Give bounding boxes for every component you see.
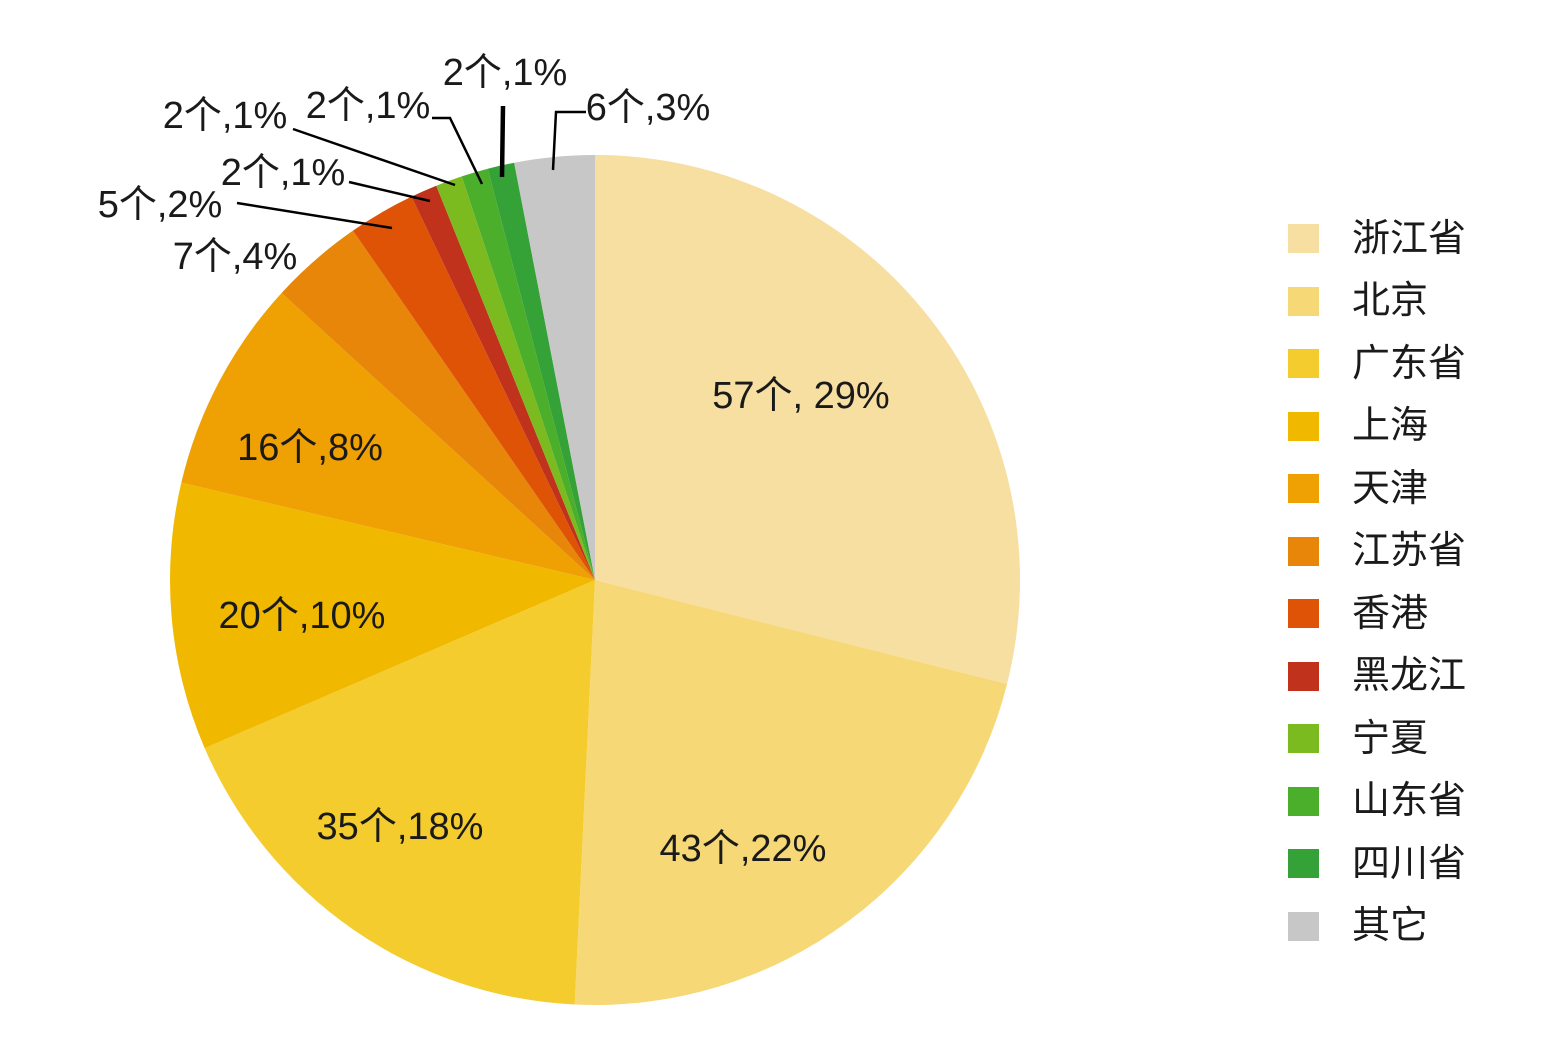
callout-line-other bbox=[551, 110, 586, 171]
slice-label-tianjin: 16个,8% bbox=[237, 427, 383, 469]
pie-slice-ningxia bbox=[436, 176, 595, 580]
pie-slice-jiangsu bbox=[281, 230, 595, 580]
slice-label-heilongjiang: 2个,1% bbox=[221, 152, 346, 194]
legend-label-hongkong: 香港 bbox=[1352, 592, 1429, 635]
pie-slice-beijing bbox=[574, 580, 1008, 1005]
legend-item-ningxia: 宁夏 bbox=[1288, 717, 1466, 760]
legend-item-shandong: 山东省 bbox=[1288, 780, 1467, 822]
legend-swatch-guangdong bbox=[1288, 349, 1319, 378]
slice-label-beijing: 43个,22% bbox=[660, 828, 827, 870]
legend-item-zhejiang: 浙江省 bbox=[1288, 217, 1467, 260]
legend-swatch-other bbox=[1288, 911, 1319, 941]
legend-swatch-shandong bbox=[1288, 786, 1319, 816]
legend-swatch-shanghai bbox=[1288, 411, 1319, 441]
legend-swatch-beijing bbox=[1288, 286, 1319, 316]
legend-swatch-ningxia bbox=[1288, 724, 1319, 753]
legend-item-other: 其它 bbox=[1288, 905, 1466, 947]
pie-slice-shanghai bbox=[170, 482, 595, 749]
pie-slice-shandong bbox=[461, 168, 595, 580]
legend-swatch-heilongjiang bbox=[1288, 661, 1319, 691]
slice-label-shanghai: 20个,10% bbox=[219, 595, 386, 637]
legend-label-other: 其它 bbox=[1352, 905, 1429, 947]
pie-slice-sichuan bbox=[487, 162, 595, 580]
legend-swatch-zhejiang bbox=[1288, 224, 1319, 253]
legend-label-shanghai: 上海 bbox=[1352, 405, 1429, 447]
legend-label-jiangsu: 江苏省 bbox=[1352, 530, 1467, 572]
slice-label-shandong: 2个,1% bbox=[306, 85, 431, 127]
legend: 浙江省北京广东省上海天津江苏省香港黑龙江宁夏山东省四川省其它 bbox=[1288, 217, 1467, 972]
pie-slice-hongkong bbox=[352, 196, 595, 581]
pie-slice-other bbox=[514, 155, 595, 580]
slice-label-zhejiang: 57个, 29% bbox=[712, 375, 889, 417]
slice-label-jiangsu: 7个,4% bbox=[173, 236, 298, 278]
legend-item-beijing: 北京 bbox=[1288, 280, 1466, 322]
legend-label-guangdong: 广东省 bbox=[1352, 342, 1467, 385]
legend-label-heilongjiang: 黑龙江 bbox=[1352, 655, 1467, 697]
callout-line-shandong bbox=[432, 116, 484, 185]
callout-line-sichuan bbox=[499, 105, 506, 178]
pie-slice-tianjin bbox=[181, 292, 595, 580]
legend-item-hongkong: 香港 bbox=[1288, 592, 1466, 635]
legend-item-jiangsu: 江苏省 bbox=[1288, 530, 1467, 572]
callout-line-hongkong bbox=[236, 201, 393, 230]
legend-label-tianjin: 天津 bbox=[1352, 467, 1429, 510]
legend-item-tianjin: 天津 bbox=[1288, 467, 1466, 510]
pie-slice-heilongjiang bbox=[411, 185, 595, 580]
slice-label-sichuan: 2个,1% bbox=[443, 52, 568, 94]
legend-label-sichuan: 四川省 bbox=[1352, 842, 1467, 885]
legend-swatch-tianjin bbox=[1288, 474, 1319, 503]
pie-slice-zhejiang bbox=[595, 155, 1020, 684]
legend-swatch-sichuan bbox=[1288, 849, 1319, 878]
slice-label-other: 6个,3% bbox=[586, 87, 711, 129]
slice-label-guangdong: 35个,18% bbox=[317, 806, 484, 848]
legend-label-beijing: 北京 bbox=[1352, 280, 1429, 322]
legend-swatch-hongkong bbox=[1288, 599, 1319, 628]
legend-swatch-jiangsu bbox=[1288, 536, 1319, 566]
slice-label-hongkong: 5个,2% bbox=[98, 184, 223, 226]
legend-item-sichuan: 四川省 bbox=[1288, 842, 1467, 885]
legend-label-shandong: 山东省 bbox=[1352, 780, 1467, 822]
legend-item-shanghai: 上海 bbox=[1288, 405, 1466, 447]
callout-line-ningxia bbox=[292, 127, 456, 187]
callout-line-heilongjiang bbox=[348, 180, 431, 203]
legend-item-guangdong: 广东省 bbox=[1288, 342, 1467, 385]
legend-label-zhejiang: 浙江省 bbox=[1352, 217, 1467, 260]
legend-label-ningxia: 宁夏 bbox=[1352, 717, 1429, 760]
slice-label-ningxia: 2个,1% bbox=[163, 95, 288, 137]
legend-item-heilongjiang: 黑龙江 bbox=[1288, 655, 1467, 697]
pie-slice-guangdong bbox=[204, 580, 595, 1005]
